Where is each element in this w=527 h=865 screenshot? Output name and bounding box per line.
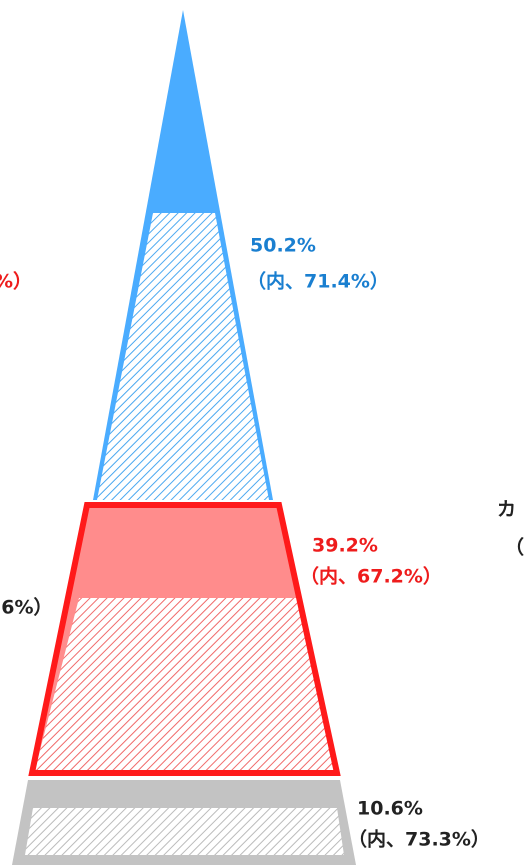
bottom-hatch bbox=[25, 808, 344, 855]
middle-hatch bbox=[35, 598, 334, 770]
bottom-value: 10.6% bbox=[357, 798, 423, 820]
middle-border bbox=[28, 502, 341, 776]
bottom-detail: （内、73.3%） bbox=[348, 828, 490, 851]
top-detail: （内、71.4%） bbox=[247, 270, 389, 293]
middle-detail: （内、67.2%） bbox=[300, 565, 442, 588]
left-label: %） bbox=[0, 270, 32, 293]
left-label: .6%） bbox=[0, 596, 52, 619]
middle-value: 39.2% bbox=[312, 535, 378, 557]
top-hatch bbox=[97, 213, 269, 500]
right-label: （ bbox=[505, 536, 524, 559]
top-value: 50.2% bbox=[250, 235, 316, 257]
right-label: カ bbox=[497, 499, 516, 521]
